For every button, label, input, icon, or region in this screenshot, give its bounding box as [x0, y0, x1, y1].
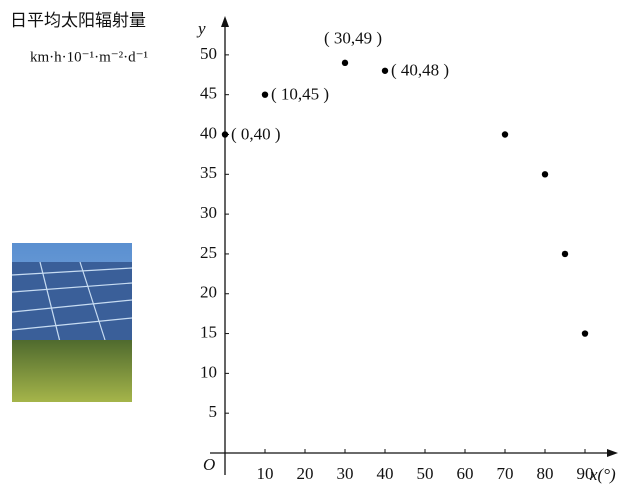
y-tick-label: 35	[200, 163, 217, 182]
x-tick-label: 70	[497, 464, 514, 483]
y-tick-label: 5	[209, 402, 218, 421]
point-label: ( 30,49 )	[324, 29, 382, 48]
x-tick-label: 80	[537, 464, 554, 483]
x-tick-label: 50	[417, 464, 434, 483]
y-tick-label: 25	[200, 243, 217, 262]
point	[541, 171, 549, 178]
point	[341, 59, 349, 67]
point-label: ( 40,48 )	[391, 61, 449, 80]
point	[381, 67, 389, 74]
y-tick-label: 30	[200, 203, 217, 222]
x-tick-label: 60	[457, 464, 474, 483]
x-tick-label: 90	[577, 464, 594, 483]
title: 日平均太阳辐射量	[10, 11, 146, 30]
y-tick-label: 10	[200, 362, 217, 381]
point	[581, 330, 589, 337]
y-arrow	[221, 16, 229, 27]
point	[221, 131, 229, 138]
point-label: ( 10,45 )	[271, 85, 329, 104]
x-tick-label: 10	[257, 464, 274, 483]
x-axis-label: x(°)	[589, 465, 616, 484]
x-tick-label: 40	[377, 464, 394, 483]
point	[501, 131, 509, 138]
point	[561, 250, 569, 258]
y-tick-label: 15	[200, 322, 217, 341]
y-tick-label: 20	[200, 283, 217, 302]
origin-label: O	[203, 455, 215, 474]
y-axis-label: y	[196, 19, 206, 38]
subtitle: km·h·10⁻¹·m⁻²·d⁻¹	[30, 49, 148, 65]
x-arrow	[607, 449, 618, 457]
y-tick-label: 50	[200, 44, 217, 63]
point-label: ( 0,40 )	[231, 124, 281, 143]
point	[261, 91, 269, 98]
x-tick-label: 20	[297, 464, 314, 483]
y-tick-label: 45	[200, 84, 217, 103]
x-tick-label: 30	[337, 464, 354, 483]
solar-panel-photo	[11, 243, 133, 402]
y-tick-label: 40	[200, 123, 217, 142]
